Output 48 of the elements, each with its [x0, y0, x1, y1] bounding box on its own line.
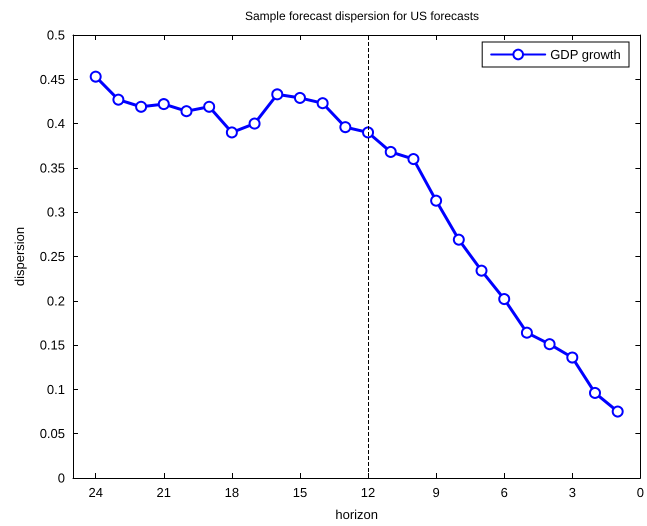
x-tick-label: 9	[432, 485, 440, 500]
chart-title: Sample forecast dispersion for US forecasts	[244, 9, 480, 23]
point	[248, 118, 261, 130]
point	[476, 264, 488, 277]
y-tick-label: 0.5	[46, 28, 65, 42]
y-tick-label: 0	[58, 470, 65, 486]
x-tick-label: 6	[500, 485, 508, 500]
point	[112, 94, 124, 106]
y-tick-label: 0.4	[46, 116, 65, 132]
point	[339, 121, 352, 134]
point	[294, 92, 306, 104]
y-tick-label: 0.25	[40, 249, 65, 264]
x-tick-label: 0	[636, 485, 644, 500]
point	[612, 406, 624, 418]
point	[384, 146, 397, 158]
y-tick-label: 0.45	[40, 72, 65, 87]
point	[271, 88, 284, 100]
point	[430, 194, 442, 207]
x-tick-label: 3	[568, 485, 576, 500]
point	[180, 105, 192, 118]
point	[544, 338, 556, 350]
point	[589, 386, 601, 399]
x-tick-label: 12	[360, 485, 376, 500]
point	[566, 352, 578, 364]
y-tick-label: 0.2	[46, 293, 65, 308]
point	[158, 98, 170, 110]
point	[498, 293, 510, 306]
point	[316, 97, 329, 110]
y-axis-title: dispersion	[12, 226, 27, 286]
y-tick-label: 0.3	[46, 204, 65, 220]
legend-label: GDP growth	[550, 47, 621, 62]
x-tick-label: 18	[224, 485, 240, 500]
point	[203, 100, 216, 113]
point	[452, 234, 465, 246]
y-tick-label: 0.05	[40, 426, 65, 442]
y-tick-label: 0.35	[40, 160, 65, 176]
point	[226, 126, 238, 138]
point	[362, 126, 374, 138]
point	[407, 153, 420, 166]
y-tick-label: 0.1	[46, 382, 65, 397]
x-tick-label: 24	[88, 485, 103, 500]
point	[135, 100, 148, 113]
point	[90, 70, 102, 83]
y-tick-label: 0.15	[40, 338, 65, 353]
point	[520, 326, 533, 339]
x-tick-label: 15	[292, 485, 308, 500]
x-axis-title: horizon	[335, 507, 378, 522]
x-tick-label: 21	[156, 485, 172, 500]
